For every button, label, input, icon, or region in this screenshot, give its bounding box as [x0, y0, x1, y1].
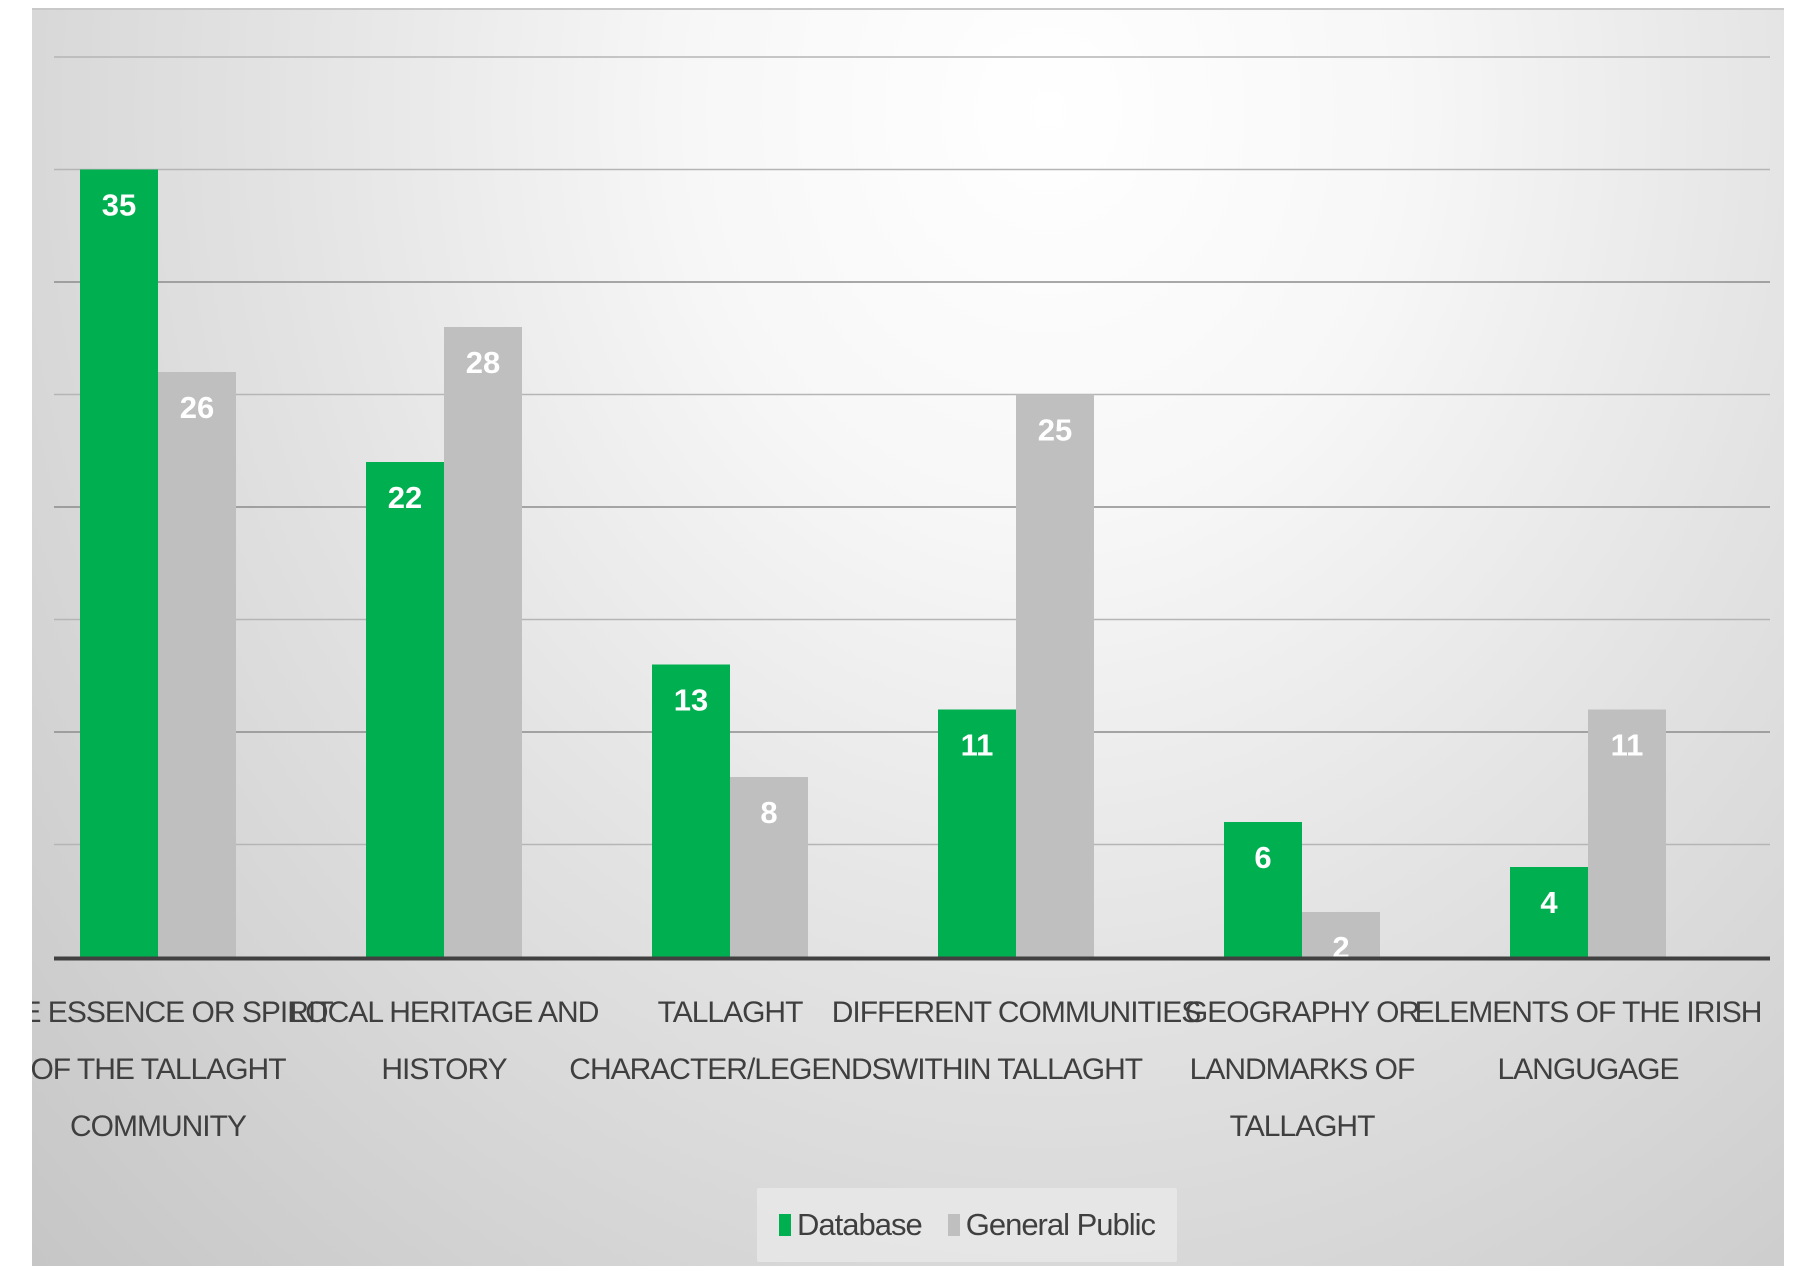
data-labels: 35 26 22 28 13 8 11 25 6 2 4 11 — [102, 188, 1644, 966]
category-label: TALLAGHT CHARACTER/LEGENDS — [569, 996, 890, 1086]
data-label: 25 — [1038, 413, 1072, 448]
legend-swatch-database — [779, 1214, 791, 1236]
bars — [80, 169, 1666, 957]
data-label: 28 — [466, 345, 500, 380]
bar-database — [366, 462, 444, 957]
category-label: LOCAL HERITAGE AND HISTORY — [290, 996, 599, 1086]
legend-swatch-general-public — [947, 1214, 960, 1236]
legend-item-database: Database — [779, 1207, 923, 1243]
data-label: 4 — [1540, 885, 1558, 920]
data-label: 6 — [1254, 840, 1271, 875]
data-label: 11 — [1611, 728, 1644, 763]
bar-general-public — [158, 372, 236, 957]
bar-general-public — [1588, 709, 1666, 957]
data-label: 26 — [180, 390, 214, 425]
bar-database — [80, 169, 158, 957]
bar-general-public — [444, 327, 522, 957]
data-label: 11 — [961, 728, 994, 763]
bar-general-public — [730, 777, 808, 957]
legend: Database General Public — [757, 1188, 1178, 1262]
bar-database — [652, 664, 730, 957]
category-label: ELEMENTS OF THE IRISH LANGUGAGE — [1415, 996, 1762, 1086]
category-label: DIFFERENT COMMUNITIES WITHIN TALLAGHT — [832, 996, 1200, 1086]
data-label: 13 — [674, 683, 708, 718]
bar-general-public — [1302, 912, 1380, 957]
data-label: 22 — [388, 480, 422, 515]
bar-database — [938, 709, 1016, 957]
legend-item-general-public: General Public — [947, 1207, 1156, 1243]
bar-general-public — [1016, 394, 1094, 957]
category-label: GEOGRAPHY OR LANDMARKS OF TALLAGHT — [1185, 996, 1420, 1143]
gridlines — [54, 56, 1770, 846]
data-label: 2 — [1332, 930, 1349, 965]
bar-chart: 35 26 22 28 13 8 11 25 6 2 4 11 THE ESSENCE OR SPIR… — [32, 56, 1770, 1143]
legend-label-general-public: General Public — [965, 1207, 1156, 1242]
legend-label-database: Database — [797, 1207, 923, 1242]
data-label: 35 — [102, 188, 136, 223]
bar-database — [1224, 822, 1302, 957]
chart-area: 35 26 22 28 13 8 11 25 6 2 4 11 THE ESSENCE OR SPIR… — [32, 8, 1784, 1266]
bar-database — [1510, 867, 1588, 957]
data-label: 8 — [760, 795, 777, 830]
